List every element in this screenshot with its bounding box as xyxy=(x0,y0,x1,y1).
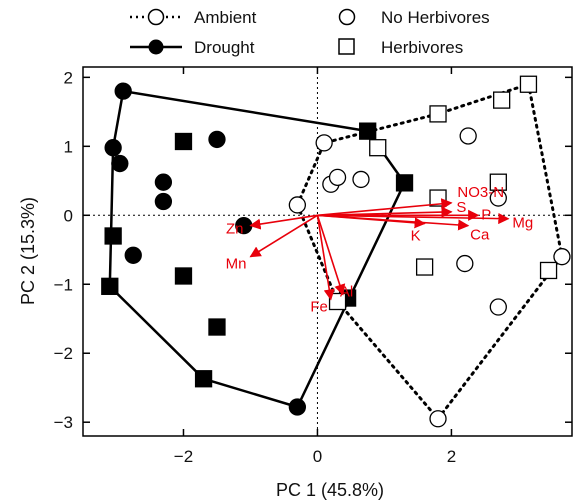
legend-item-herbivores: Herbivores xyxy=(338,38,463,57)
loading-label-p: P xyxy=(481,206,491,223)
point-drought-herbivores xyxy=(101,277,119,295)
loading-label-mg: Mg xyxy=(512,215,533,232)
y-tick-label: 1 xyxy=(64,137,73,156)
y-tick-label: 2 xyxy=(64,68,73,87)
x-axis-label: PC 1 (45.8%) xyxy=(276,480,384,500)
point-ambient-herbivores xyxy=(415,258,434,276)
point-drought-no-herbivores xyxy=(208,130,226,149)
point-drought-no-herbivores xyxy=(114,82,132,100)
point-ambient-herbivores xyxy=(489,173,507,191)
x-tick-label: 2 xyxy=(447,447,456,466)
point-ambient-herbivores xyxy=(539,261,558,280)
legend: Ambient No Herbivores Drought Herbivores xyxy=(130,8,490,57)
point-ambient-no-herbivores xyxy=(429,410,447,428)
x-tick-label: 0 xyxy=(313,447,322,466)
legend-herbivores-marker xyxy=(338,38,355,55)
plot-frame xyxy=(82,66,573,437)
point-drought-herbivores xyxy=(395,174,414,192)
point-drought-no-herbivores xyxy=(111,154,129,173)
loading-arrow-fe xyxy=(316,215,335,301)
loading-label-mn: Mn xyxy=(226,256,247,273)
point-drought-herbivores xyxy=(104,227,122,245)
loading-label-k: K xyxy=(411,228,421,245)
point-ambient-no-herbivores xyxy=(352,170,370,189)
loading-label-no3-n: NO3-N xyxy=(457,184,504,201)
loading-label-ca: Ca xyxy=(470,227,490,244)
legend-ambient-marker xyxy=(147,8,165,26)
loading-arrow-mg xyxy=(317,212,510,225)
data-points xyxy=(101,75,571,428)
y-axis-label: PC 2 (15.3%) xyxy=(18,197,38,305)
point-ambient-no-herbivores xyxy=(456,254,474,273)
axis-ticks: −2 0 2 −3 −2 −1 0 1 2 xyxy=(54,67,572,466)
point-ambient-herbivores xyxy=(493,91,511,109)
legend-drought-marker xyxy=(148,39,164,55)
legend-item-no-herbivores: No Herbivores xyxy=(338,8,490,27)
point-drought-herbivores xyxy=(194,370,213,388)
point-drought-no-herbivores xyxy=(154,192,173,211)
loading-label-al: Al xyxy=(340,284,353,301)
point-drought-no-herbivores xyxy=(154,173,173,191)
loading-arrow-no3-n xyxy=(317,198,453,217)
loading-arrow-mn xyxy=(249,214,318,258)
point-ambient-no-herbivores xyxy=(288,196,307,214)
point-ambient-herbivores xyxy=(519,75,538,93)
loading-arrow-al xyxy=(316,215,346,296)
loading-arrow-k xyxy=(317,214,426,229)
legend-no-herbivores-label: No Herbivores xyxy=(381,8,490,27)
point-ambient-herbivores xyxy=(369,139,387,157)
point-drought-no-herbivores xyxy=(124,246,142,264)
loading-label-zn: Zn xyxy=(226,221,244,238)
point-ambient-no-herbivores xyxy=(315,134,333,152)
y-tick-label: −3 xyxy=(54,413,73,432)
point-drought-no-herbivores xyxy=(288,398,307,416)
point-ambient-no-herbivores xyxy=(553,248,571,266)
point-drought-herbivores xyxy=(174,132,193,151)
point-drought-herbivores xyxy=(174,267,193,285)
point-ambient-no-herbivores xyxy=(328,168,347,187)
legend-herbivores-label: Herbivores xyxy=(381,38,463,57)
x-tick-label: −2 xyxy=(174,447,193,466)
zero-lines xyxy=(83,67,572,436)
point-ambient-herbivores xyxy=(429,105,447,123)
y-tick-label: −2 xyxy=(54,344,73,363)
y-tick-label: −1 xyxy=(54,275,73,294)
legend-item-ambient: Ambient xyxy=(130,8,257,27)
loading-arrows: NO3-NS P Mg Ca K Zn Mn Al Fe xyxy=(226,184,534,316)
loading-label-s: S xyxy=(456,199,466,216)
legend-ambient-label: Ambient xyxy=(194,8,257,27)
point-drought-herbivores xyxy=(208,318,226,336)
point-ambient-no-herbivores xyxy=(459,127,477,145)
legend-no-herbivores-marker xyxy=(338,8,356,26)
point-drought-no-herbivores xyxy=(104,139,122,157)
legend-item-drought: Drought xyxy=(130,38,255,57)
loading-arrow-zn xyxy=(249,214,318,230)
loading-label-fe: Fe xyxy=(310,298,328,315)
legend-drought-label: Drought xyxy=(194,38,255,57)
point-drought-herbivores xyxy=(359,122,377,140)
hull-ambient xyxy=(295,82,564,421)
y-tick-label: 0 xyxy=(64,206,73,225)
point-ambient-no-herbivores xyxy=(489,298,507,316)
